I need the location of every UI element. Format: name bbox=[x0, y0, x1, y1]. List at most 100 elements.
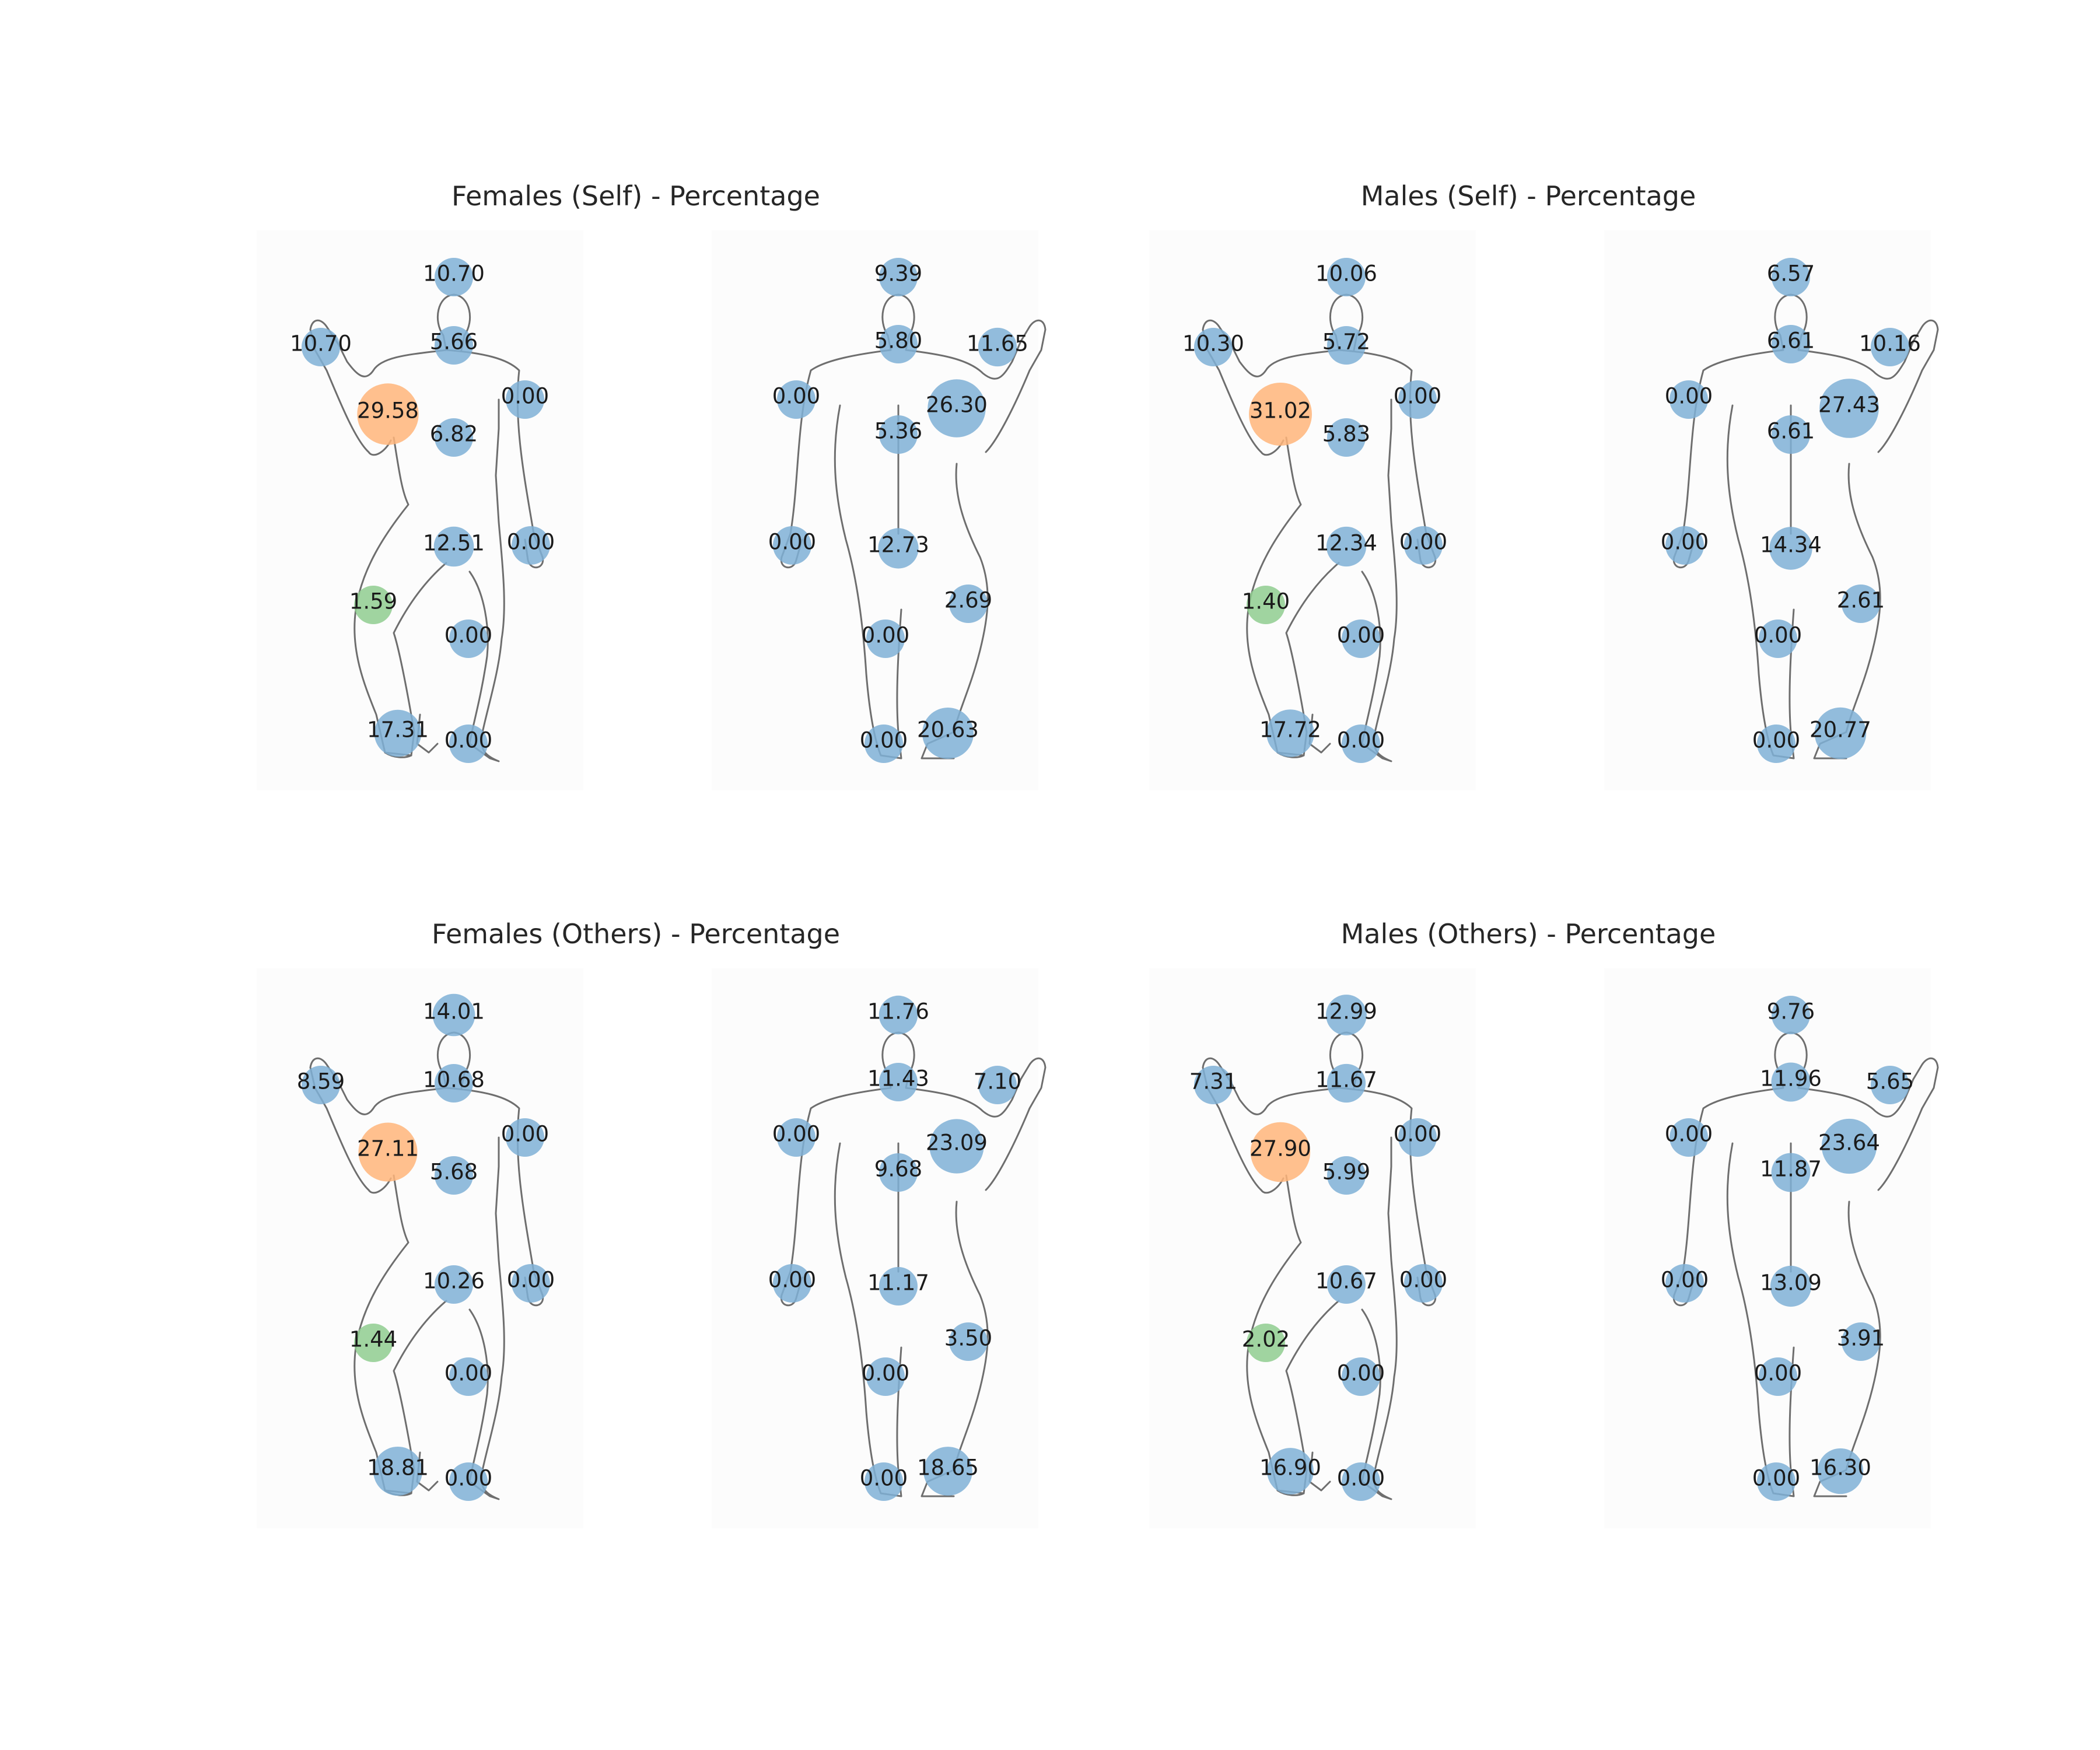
back-bubble-calf bbox=[949, 584, 988, 623]
panel-title: Males (Others) - Percentage bbox=[1341, 918, 1716, 950]
back-bubble-near-foot bbox=[1757, 724, 1796, 763]
back-label-head: 9.39 bbox=[874, 261, 922, 286]
front-label-groin: 12.34 bbox=[1315, 531, 1377, 556]
front-label-far-arm: 0.00 bbox=[1394, 384, 1441, 409]
back-bubble-foot bbox=[1814, 707, 1867, 760]
back-bubble-buttocks bbox=[1770, 1265, 1812, 1307]
front-bubble-far-hand bbox=[1404, 1264, 1443, 1303]
front-bubble-foot bbox=[373, 1447, 422, 1496]
front-label-groin: 10.67 bbox=[1315, 1269, 1377, 1294]
front-view-outline-path bbox=[1338, 1087, 1437, 1307]
back-label-near-knee: 0.00 bbox=[1754, 623, 1802, 648]
back-label-neck: 11.96 bbox=[1760, 1066, 1822, 1091]
front-bubble-neck bbox=[435, 326, 473, 365]
front-bubble-hand bbox=[1194, 1066, 1233, 1104]
front-label-head: 14.01 bbox=[423, 999, 485, 1024]
front-label-chest: 5.99 bbox=[1322, 1160, 1370, 1185]
front-view: 12.99 11.67 27.90 7.31 5.99 0.00 0.00 10.67 2.02… bbox=[1149, 968, 1476, 1528]
front-label-knee: 0.00 bbox=[444, 623, 492, 648]
front-bubble-neck bbox=[1326, 1063, 1366, 1103]
back-label-calf: 2.61 bbox=[1837, 588, 1885, 613]
front-bubble-foot bbox=[374, 709, 422, 757]
back-bubble-near-hand bbox=[773, 526, 811, 565]
back-label-upper-arm: 23.64 bbox=[1818, 1130, 1880, 1156]
back-label-neck: 11.43 bbox=[867, 1066, 929, 1091]
back-bubble-near-arm bbox=[1670, 1118, 1708, 1157]
back-label-buttocks: 12.73 bbox=[867, 533, 929, 558]
back-bubble-near-hand bbox=[773, 1264, 811, 1303]
front-label-hand: 7.31 bbox=[1189, 1069, 1237, 1094]
front-bubble-knee bbox=[1342, 620, 1380, 658]
front-label-knee: 0.00 bbox=[1337, 623, 1385, 648]
back-label-buttocks: 13.09 bbox=[1760, 1270, 1822, 1296]
front-label-far-arm: 0.00 bbox=[501, 1122, 549, 1147]
front-label-thigh: 1.59 bbox=[349, 589, 397, 614]
back-bubble-back bbox=[879, 415, 918, 454]
back-label-near-arm: 0.00 bbox=[1665, 1122, 1713, 1147]
front-bubble-upper-arm bbox=[1250, 1122, 1311, 1182]
front-bubble-upper-arm bbox=[1249, 383, 1312, 446]
front-bubble-groin bbox=[1326, 526, 1367, 567]
back-bubble-hand bbox=[978, 327, 1017, 367]
back-bubble-foot bbox=[1817, 1448, 1864, 1494]
back-view-outline-path bbox=[1813, 463, 1881, 760]
front-bubble-far-foot bbox=[1342, 724, 1380, 763]
back-view-outline-path bbox=[834, 404, 902, 760]
front-label-foot: 16.90 bbox=[1259, 1455, 1321, 1480]
front-bubble-upper-arm bbox=[357, 383, 419, 445]
front-label-foot: 18.81 bbox=[367, 1455, 429, 1480]
back-bubble-near-knee bbox=[866, 1357, 905, 1396]
front-label-neck: 5.66 bbox=[430, 330, 478, 355]
back-bubble-neck bbox=[1772, 325, 1810, 363]
back-label-buttocks: 11.17 bbox=[867, 1270, 929, 1296]
front-label-far-foot: 0.00 bbox=[444, 728, 492, 753]
front-bubble-thigh bbox=[1247, 1324, 1285, 1362]
back-bubble-hand bbox=[1871, 328, 1909, 366]
front-view-outline-path bbox=[354, 436, 447, 757]
front-bubble-knee bbox=[449, 620, 488, 658]
front-bubble-chest bbox=[1327, 418, 1366, 457]
front-view: 14.01 10.68 27.11 8.59 5.68 0.00 0.00 10.26 1.44… bbox=[257, 968, 583, 1528]
back-bubble-head bbox=[1772, 996, 1810, 1034]
front-bubble-chest bbox=[1327, 1156, 1366, 1195]
front-bubble-far-arm bbox=[1398, 1118, 1437, 1157]
back-label-head: 11.76 bbox=[867, 999, 929, 1024]
front-bubble-far-foot bbox=[449, 724, 488, 763]
back-label-near-hand: 0.00 bbox=[1661, 530, 1709, 555]
front-bubble-chest bbox=[435, 1156, 473, 1195]
front-label-hand: 10.70 bbox=[290, 331, 352, 356]
front-bubble-groin bbox=[1327, 1265, 1366, 1304]
front-label-neck: 11.67 bbox=[1315, 1068, 1377, 1093]
back-bubble-upper-arm bbox=[929, 1119, 984, 1174]
front-bubble-far-foot bbox=[449, 1462, 488, 1501]
back-bubble-head bbox=[1772, 258, 1810, 296]
front-label-chest: 5.68 bbox=[430, 1160, 478, 1185]
front-view-outline-path bbox=[445, 1087, 544, 1307]
back-label-hand: 5.65 bbox=[1866, 1069, 1914, 1094]
front-bubble-chest bbox=[435, 418, 473, 457]
back-bubble-calf bbox=[949, 1322, 988, 1361]
front-label-foot: 17.72 bbox=[1259, 718, 1321, 743]
back-bubble-near-arm bbox=[777, 1118, 816, 1157]
back-bubble-hand bbox=[1871, 1066, 1909, 1104]
front-bubble-far-arm bbox=[1398, 380, 1437, 419]
front-label-neck: 5.72 bbox=[1322, 330, 1370, 355]
front-bubble-hand bbox=[302, 328, 340, 366]
front-bubble-far-arm bbox=[506, 380, 544, 419]
front-bubble-foot bbox=[1266, 709, 1314, 757]
back-bubble-hand bbox=[978, 1066, 1017, 1104]
back-label-near-arm: 0.00 bbox=[1665, 384, 1713, 409]
back-view-outline-path bbox=[921, 463, 989, 760]
front-bubble-head bbox=[435, 258, 473, 296]
front-bubble-groin bbox=[435, 1265, 473, 1304]
back-view-body-outline bbox=[1672, 293, 1939, 760]
front-view-outline-path bbox=[354, 1174, 447, 1494]
back-bubble-calf bbox=[1842, 1322, 1880, 1361]
front-label-chest: 6.82 bbox=[430, 422, 478, 447]
back-bubble-upper-arm bbox=[1819, 379, 1879, 438]
front-label-upper-arm: 27.90 bbox=[1250, 1136, 1311, 1161]
